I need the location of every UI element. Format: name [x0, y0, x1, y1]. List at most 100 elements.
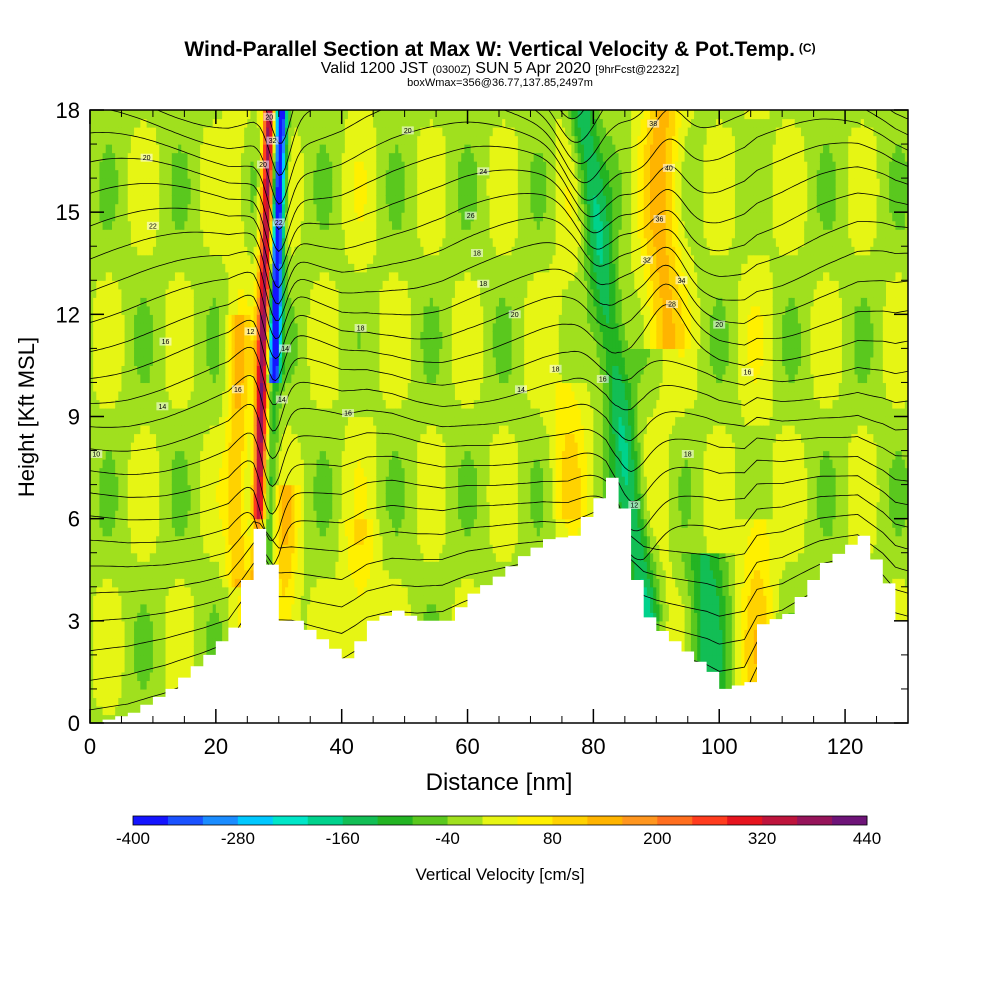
field-cell — [102, 450, 107, 460]
field-cell — [124, 220, 129, 230]
field-cell — [102, 220, 107, 230]
field-cell — [102, 654, 107, 664]
field-cell — [108, 442, 113, 452]
field-cell — [108, 161, 113, 171]
field-cell — [102, 595, 107, 605]
field-cell — [99, 671, 104, 682]
field-cell — [90, 612, 94, 622]
field-cell — [108, 646, 113, 656]
field-cell — [108, 671, 113, 682]
field-cell — [96, 382, 101, 392]
field-cell — [93, 246, 97, 256]
field-cell — [90, 297, 94, 307]
field-cell — [93, 254, 97, 264]
field-cell — [112, 246, 116, 256]
field-cell — [124, 288, 129, 298]
field-cell — [112, 467, 116, 477]
field-cell — [99, 127, 104, 137]
field-cell — [99, 212, 104, 222]
field-cell — [105, 288, 110, 298]
field-cell — [99, 425, 104, 435]
field-cell — [99, 297, 104, 307]
field-cell — [90, 169, 94, 179]
field-cell — [96, 339, 101, 349]
field-cell — [102, 484, 107, 494]
field-cell — [99, 569, 104, 579]
field-cell — [108, 705, 113, 716]
field-cell — [102, 697, 107, 707]
field-cell — [112, 416, 116, 426]
field-cell — [93, 178, 97, 188]
field-cell — [93, 501, 97, 511]
field-cell — [90, 459, 94, 469]
field-cell — [105, 433, 110, 443]
field-cell — [112, 654, 116, 664]
field-cell — [90, 433, 94, 443]
field-cell — [102, 629, 107, 639]
field-cell — [105, 110, 110, 120]
field-cell — [121, 229, 126, 239]
field-cell — [90, 348, 94, 358]
field-cell — [124, 501, 129, 511]
field-cell — [112, 527, 116, 537]
field-cell — [112, 118, 116, 128]
field-cell — [90, 237, 94, 247]
field-cell — [112, 365, 116, 375]
field-cell — [90, 442, 94, 452]
field-cell — [118, 450, 123, 460]
field-cell — [105, 569, 110, 579]
field-cell — [102, 535, 107, 545]
field-cell — [99, 220, 104, 230]
field-cell — [124, 246, 129, 256]
field-cell — [118, 237, 123, 247]
field-cell — [105, 654, 110, 664]
field-cell — [108, 595, 113, 605]
field-cell — [112, 484, 116, 494]
field-cell — [118, 646, 123, 656]
field-cell — [105, 459, 110, 469]
field-cell — [99, 612, 104, 622]
field-cell — [112, 442, 116, 452]
field-cell — [99, 646, 104, 656]
field-cell — [93, 407, 97, 418]
field-cell — [90, 493, 94, 503]
field-cell — [115, 467, 119, 477]
field-cell — [96, 161, 101, 171]
field-cell — [118, 118, 123, 128]
field-cell — [115, 450, 119, 460]
field-cell — [112, 186, 116, 196]
field-cell — [112, 203, 116, 213]
field-cell — [124, 161, 129, 171]
field-cell — [102, 476, 107, 486]
field-cell — [90, 246, 94, 256]
field-cell — [108, 697, 113, 707]
field-cell — [118, 467, 123, 477]
field-cell — [90, 501, 94, 511]
field-cell — [118, 297, 123, 307]
field-cell — [102, 195, 107, 205]
field-cell — [96, 595, 101, 605]
field-cell — [102, 212, 107, 222]
field-cell — [108, 433, 113, 443]
field-cell — [124, 629, 129, 639]
field-cell — [108, 195, 113, 205]
field-cell — [115, 501, 119, 511]
field-cell — [118, 348, 123, 358]
field-cell — [118, 390, 123, 401]
field-cell — [90, 118, 94, 128]
field-cell — [105, 203, 110, 213]
field-cell — [96, 688, 101, 699]
field-cell — [118, 382, 123, 392]
field-cell — [96, 697, 101, 707]
field-cell — [108, 425, 113, 435]
field-cell — [108, 373, 113, 384]
field-cell — [118, 356, 123, 367]
field-cell — [112, 476, 116, 486]
field-cell — [115, 595, 119, 605]
field-cell — [108, 314, 113, 324]
field-cell — [115, 510, 119, 520]
field-cell — [108, 518, 113, 528]
field-cell — [112, 237, 116, 247]
field-cell — [121, 356, 126, 367]
